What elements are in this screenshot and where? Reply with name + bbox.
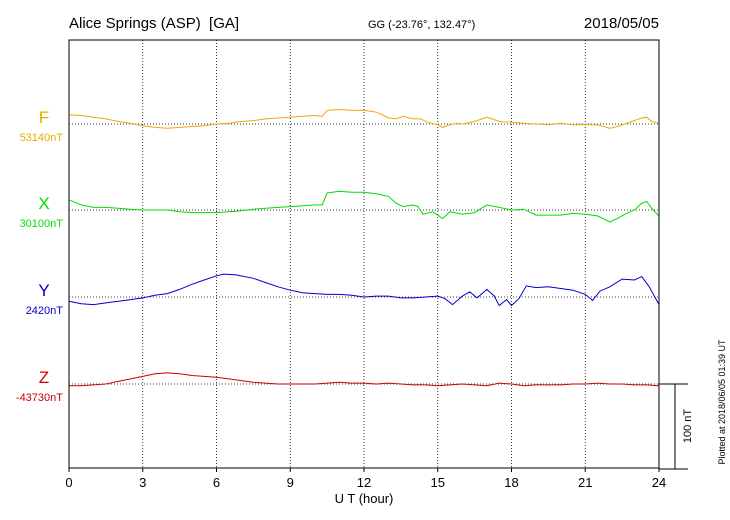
x-tick-labels: 0 3 6 9 12 15 18 21 24 (65, 468, 666, 490)
station-coordinates: GG (-23.76°, 132.47°) (368, 19, 475, 31)
plot-date: 2018/05/05 (584, 15, 659, 32)
grid-layer (69, 40, 659, 468)
plotted-timestamp: Plotted at 2018/06/05 01:39 UT (717, 339, 727, 465)
station-title: Alice Springs (ASP) [GA] (69, 15, 239, 32)
x-tick-label-12: 12 (357, 475, 371, 490)
x-tick-label-24: 24 (652, 475, 666, 490)
x-tick-label-3: 3 (139, 475, 146, 490)
x-tick-label-9: 9 (287, 475, 294, 490)
component-labels: F 53140nT X 30100nT Y 2420nT Z -43730nT (16, 108, 63, 404)
series-name-f: F (39, 108, 49, 127)
x-axis-label: U T (hour) (335, 491, 394, 506)
series-line-x (68, 190, 660, 223)
scale-bar: 100 nT (659, 383, 694, 470)
series-baseline-z: -43730nT (16, 392, 63, 404)
x-tick-label-18: 18 (504, 475, 518, 490)
scale-bar-label: 100 nT (682, 409, 694, 444)
series-name-z: Z (39, 368, 49, 387)
series-line-f (68, 108, 660, 129)
series-baseline-x: 30100nT (20, 218, 64, 230)
x-tick-label-21: 21 (578, 475, 592, 490)
series-name-x: X (38, 194, 49, 213)
series-line-z (69, 372, 660, 387)
series-name-y: Y (38, 281, 49, 300)
x-tick-label-0: 0 (65, 475, 72, 490)
series-line-y (68, 273, 660, 307)
series-layer (68, 108, 660, 387)
series-baseline-y: 2420nT (26, 305, 64, 317)
x-tick-label-15: 15 (431, 475, 445, 490)
series-baseline-f: 53140nT (20, 132, 64, 144)
x-tick-label-6: 6 (213, 475, 220, 490)
